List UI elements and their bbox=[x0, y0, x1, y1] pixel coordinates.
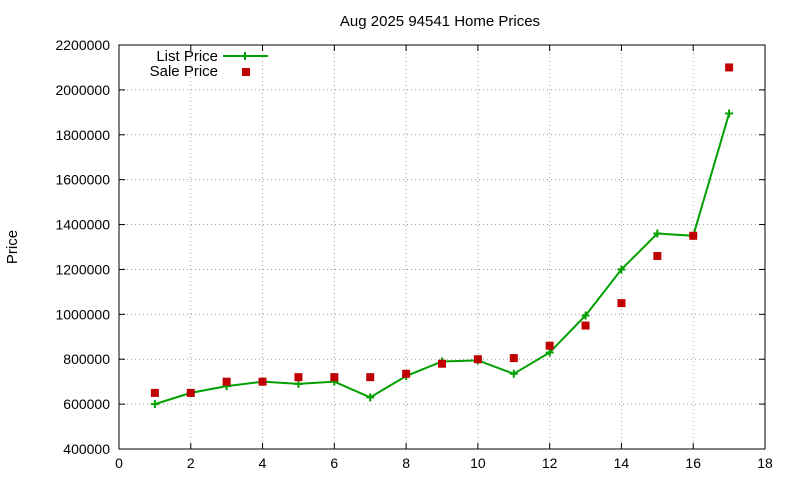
sale-price-point bbox=[366, 373, 375, 382]
plot-frame bbox=[118, 44, 766, 450]
y-tick-label: 1200000 bbox=[55, 261, 110, 277]
y-tick-label: 600000 bbox=[63, 396, 110, 412]
sale-price-point bbox=[617, 299, 626, 308]
sale-price-point bbox=[689, 231, 698, 240]
sale-price-point bbox=[402, 369, 411, 378]
y-tick-label: 1400000 bbox=[55, 217, 110, 233]
legend-label-list-price: List Price bbox=[156, 48, 218, 65]
sale-price-point bbox=[222, 377, 231, 386]
sale-price-point bbox=[438, 359, 446, 368]
series bbox=[150, 63, 734, 409]
sale-price-point bbox=[725, 63, 734, 72]
list-price-point bbox=[725, 109, 734, 118]
sale-price-point bbox=[258, 377, 267, 386]
y-tick-label: 800000 bbox=[63, 351, 110, 367]
sale-price-point bbox=[473, 355, 482, 364]
y-axis-label: Price bbox=[4, 230, 21, 264]
list-price-point bbox=[294, 379, 303, 388]
y-tick-label: 400000 bbox=[63, 441, 110, 457]
list-price-point bbox=[509, 369, 518, 378]
sale-price-point bbox=[581, 321, 590, 330]
y-tick-label: 2000000 bbox=[55, 82, 110, 98]
list-price-point bbox=[617, 265, 626, 274]
sale-price-point bbox=[186, 388, 195, 397]
x-tick-label: 4 bbox=[259, 455, 267, 471]
legend-label-sale-price: Sale Price bbox=[150, 63, 218, 80]
x-tick-label: 0 bbox=[115, 455, 123, 471]
sale-price-point bbox=[653, 251, 662, 260]
list-price-point bbox=[581, 311, 590, 320]
x-tick-label: 8 bbox=[402, 455, 410, 471]
list-price-point bbox=[150, 400, 159, 409]
chart-title: Aug 2025 94541 Home Prices bbox=[340, 13, 540, 30]
y-tick-label: 1800000 bbox=[55, 127, 110, 143]
list-price-point bbox=[653, 229, 662, 238]
axes: 0 2 4 6 8 10 12 14 16 18 400000 600000 800000 1000000… bbox=[55, 37, 773, 471]
sale-price-point bbox=[330, 373, 339, 382]
x-tick-label: 16 bbox=[685, 455, 701, 471]
list-price-point bbox=[366, 393, 375, 402]
list-price-point bbox=[545, 348, 554, 357]
sale-price-point bbox=[545, 341, 554, 350]
x-tick-label: 2 bbox=[187, 455, 195, 471]
x-tick-label: 12 bbox=[542, 455, 558, 471]
sale-price-point bbox=[150, 388, 159, 397]
legend-swatch-sale-price bbox=[242, 68, 250, 76]
sale-price-point bbox=[509, 354, 518, 363]
y-tick-label: 2200000 bbox=[55, 37, 110, 53]
y-tick-label: 1000000 bbox=[55, 306, 110, 322]
x-tick-label: 18 bbox=[757, 455, 773, 471]
x-tick-label: 6 bbox=[330, 455, 338, 471]
sale-price-point bbox=[294, 373, 303, 382]
y-tick-label: 1600000 bbox=[55, 172, 110, 188]
x-tick-label: 10 bbox=[470, 455, 486, 471]
x-tick-label: 14 bbox=[614, 455, 630, 471]
